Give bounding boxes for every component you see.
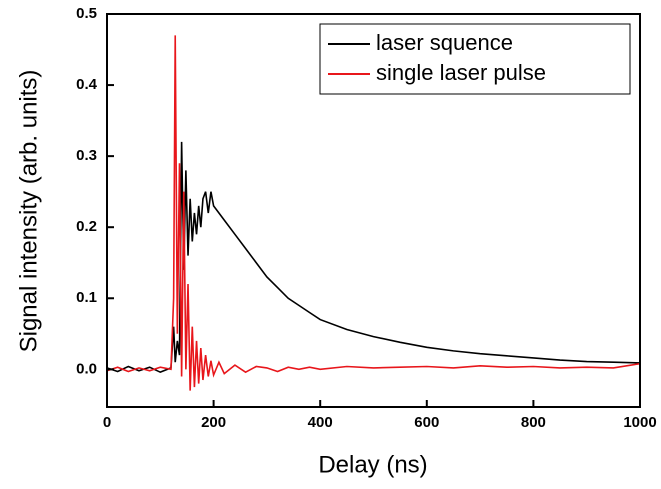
plot-frame	[106, 13, 641, 408]
legend-text: single laser pulse	[376, 60, 546, 85]
x-axis-label: Delay (ns)	[318, 451, 427, 478]
x-tick-label: 800	[521, 414, 546, 431]
x-tick-label: 400	[308, 414, 333, 431]
y-tick-label: 0.0	[76, 360, 97, 377]
y-tick-label: 0.4	[76, 76, 98, 93]
x-tick-label: 0	[103, 414, 111, 431]
data-line	[106, 35, 641, 391]
y-tick-label: 0.5	[76, 5, 97, 22]
x-tick-label: 200	[201, 414, 226, 431]
legend-text: laser squence	[376, 30, 513, 55]
data-line	[106, 141, 641, 374]
legend-box	[319, 23, 631, 95]
y-tick-label: 0.3	[76, 147, 97, 164]
x-tick-label: 1000	[623, 414, 656, 431]
y-axis-label: Signal intensity (arb. units)	[15, 70, 42, 353]
y-tick-label: 0.1	[76, 289, 97, 306]
x-tick-label: 600	[414, 414, 439, 431]
y-tick-label: 0.2	[76, 218, 97, 235]
